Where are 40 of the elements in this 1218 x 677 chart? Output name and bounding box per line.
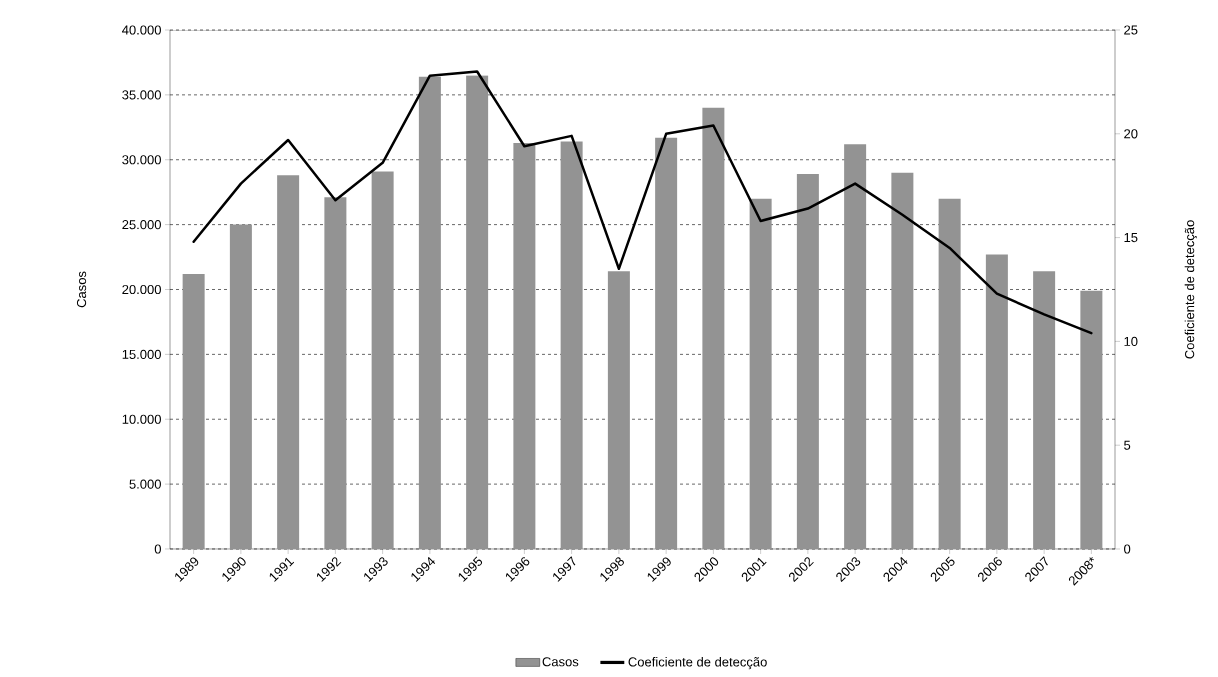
bar [277,175,300,549]
y-tick-label: 10.000 [122,414,161,424]
bar [796,174,819,549]
y-tick-label: 5.000 [129,479,161,489]
legend-label: Coeficiente de detecção [628,656,767,670]
bar [560,141,583,549]
y-tick-label: 30.000 [122,155,161,165]
bar [749,198,772,549]
bar [466,75,489,549]
legend-label: Casos [542,657,579,667]
y-tick-label: 15.000 [122,349,161,359]
bar [844,144,867,549]
line-series [192,70,1093,335]
bar [938,198,961,549]
y2-tick-label: 0 [1124,544,1131,554]
bar [371,171,394,549]
bar [985,254,1008,549]
bar [1080,290,1103,549]
bar [324,197,347,549]
y-tick-label: 25.000 [122,220,161,230]
bar [513,142,536,549]
y-tick-label: 0 [154,544,161,554]
y2-axis-title: Coeficiente de detecção [1184,220,1197,359]
bar [607,271,630,549]
bar [182,273,205,549]
y2-tick-label: 15 [1124,233,1138,243]
y-tick-label: 20.000 [122,284,161,295]
bar [418,76,441,549]
bar [229,224,252,549]
bar [891,172,914,549]
bar [702,107,725,549]
y-axis-title: Casos [76,271,87,308]
bar [655,137,678,549]
y2-tick-label: 5 [1124,440,1131,450]
y2-tick-label: 10 [1124,336,1138,346]
bar [1033,271,1056,549]
y-tick-label: 35.000 [122,90,161,100]
y2-tick-label: 20 [1124,129,1138,139]
y-tick-label: 40.000 [122,25,161,35]
y2-tick-label: 25 [1124,25,1138,35]
